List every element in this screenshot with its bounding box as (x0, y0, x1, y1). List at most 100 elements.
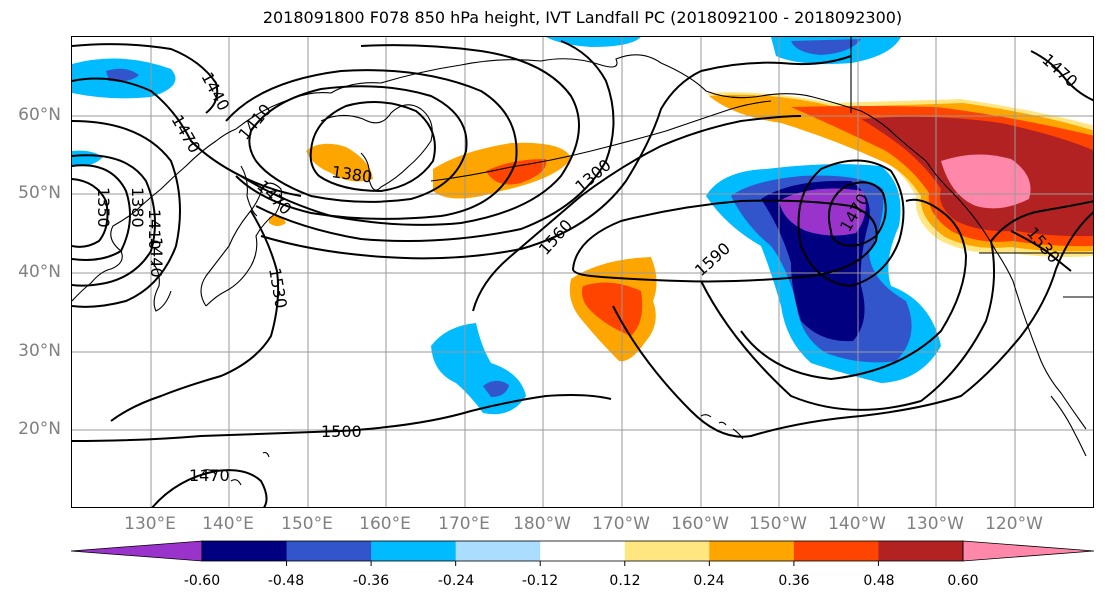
lon-label-130w: 130°W (906, 514, 964, 534)
shade-top-right-darkblue (791, 39, 861, 55)
contour-label: 1590 (691, 239, 734, 280)
contour-1590-cell (571, 199, 878, 283)
shade-nw-darkblue (106, 68, 139, 82)
colorbar-tick: 0.48 (863, 573, 895, 589)
contour-1560-east (700, 200, 1093, 411)
shade-mid-red (486, 159, 547, 185)
colorbar (70, 540, 1095, 566)
lon-label-170w: 170°W (592, 514, 650, 534)
lat-label-40n: 40°N (18, 262, 61, 282)
shade-subtropical-red (582, 282, 643, 336)
coast-japan (200, 182, 282, 307)
colorbar-extend-max (962, 540, 1095, 562)
coast-sakhalin (240, 165, 258, 217)
contour-1470-south (151, 469, 268, 507)
coast-na-west (995, 250, 1087, 430)
coast-kamchatka (320, 104, 433, 191)
contour-label: 1440 (197, 69, 233, 114)
lon-label-170e: 170°E (438, 514, 490, 534)
contour-1440-ring (225, 69, 518, 220)
contour-1350-west (72, 178, 109, 248)
colorbar-tick: -0.36 (352, 573, 390, 589)
contour-1530-east (740, 198, 968, 381)
lon-label-160e: 160°E (359, 514, 411, 534)
contour-1470-ne (1030, 50, 1093, 102)
contour-label: 1470 (1038, 50, 1081, 91)
colorbar-segment (793, 541, 879, 561)
lon-label-160w: 160°W (671, 514, 729, 534)
contour-outer-east (612, 211, 1093, 438)
lon-label-140e: 140°E (202, 514, 254, 534)
shade-sw-blue (431, 323, 526, 415)
lat-label-20n: 20°N (18, 419, 61, 439)
shade-kamchatka-orange (306, 143, 373, 182)
contour-label: 1560 (535, 216, 576, 259)
shade-coast-pink (941, 154, 1031, 209)
contour-label: 1470 (253, 176, 295, 218)
colorbar-tick: -0.12 (521, 573, 559, 589)
lon-label-130e: 130°E (124, 514, 176, 534)
contour-label: 1470 (168, 112, 205, 157)
contour-1560 (472, 115, 802, 312)
colorbar-segment (371, 541, 457, 561)
contour-1380-west (72, 164, 131, 261)
coast-alaska (660, 62, 997, 252)
lon-label-120w: 120°W (985, 514, 1043, 534)
lat-label-50n: 50°N (18, 183, 61, 203)
colorbar-segment (202, 541, 288, 561)
contour-label: 1350 (94, 187, 113, 228)
lon-label-180w: 180°W (513, 514, 571, 534)
contour-1470-gulf (827, 181, 887, 247)
colorbar-segment (286, 541, 372, 561)
contour-1470-nw (72, 77, 302, 197)
colorbar-frame (201, 540, 964, 562)
shade-sw-darkblue (483, 380, 509, 397)
figure-title: 2018091800 F078 850 hPa height, IVT Land… (262, 8, 903, 27)
colorbar-segment (878, 541, 964, 561)
colorbar-segment (709, 541, 795, 561)
shade-top-blue (546, 37, 641, 47)
contour-1530-japan (110, 210, 280, 422)
contour-1500-gulf (797, 159, 905, 288)
lon-label-150w: 150°W (749, 514, 807, 534)
contour-1530-band (260, 55, 852, 260)
contour-1440-nw (72, 43, 219, 114)
contour-label: 1410 (145, 209, 164, 250)
lat-label-60n: 60°N (18, 105, 61, 125)
contour-1410-west (72, 154, 156, 287)
coast-hawaii (700, 414, 744, 440)
contour-1500-south (72, 394, 612, 442)
contour-1530-ne (1010, 230, 1072, 272)
coast-islands-south (200, 451, 270, 486)
map-panel: 1440 1470 1410 1380 1300 1560 1590 1470 … (71, 36, 1094, 508)
colorbar-tick: 0.60 (947, 573, 979, 589)
contour-labels: 1440 1470 1410 1380 1300 1560 1590 1470 … (94, 50, 1081, 485)
colorbar-tick: 0.12 (609, 573, 641, 589)
contour-label: 1500 (321, 422, 362, 441)
colorbar-tick: 0.24 (693, 573, 725, 589)
contour-label: 1440 (147, 237, 166, 278)
contour-1410-ring (248, 85, 468, 203)
contour-1440-west (72, 120, 181, 308)
colorbar-tick: -0.24 (437, 573, 475, 589)
map-canvas: 1440 1470 1410 1380 1300 1560 1590 1470 … (72, 37, 1093, 507)
height-contours (72, 40, 1093, 507)
contour-label: 1380 (128, 187, 147, 228)
colorbar-tick: -0.60 (183, 573, 221, 589)
colorbar-segment (455, 541, 541, 561)
contour-label: 1470 (189, 466, 230, 485)
lon-label-150e: 150°E (281, 514, 333, 534)
coast-aleutians (430, 100, 772, 182)
colorbar-segment (540, 541, 626, 561)
coast-korea (150, 260, 172, 312)
contour-1470-band (240, 44, 580, 226)
ivt-shading (72, 37, 1093, 415)
coast-siberia (235, 54, 662, 130)
colorbar-segment (624, 541, 710, 561)
lon-label-140w: 140°W (828, 514, 886, 534)
shade-wedge-blue (72, 150, 103, 166)
colorbar-tick: 0.36 (778, 573, 810, 589)
colorbar-extend-min (70, 540, 203, 562)
lat-label-30n: 30°N (18, 341, 61, 361)
coast-baja (1050, 395, 1087, 457)
